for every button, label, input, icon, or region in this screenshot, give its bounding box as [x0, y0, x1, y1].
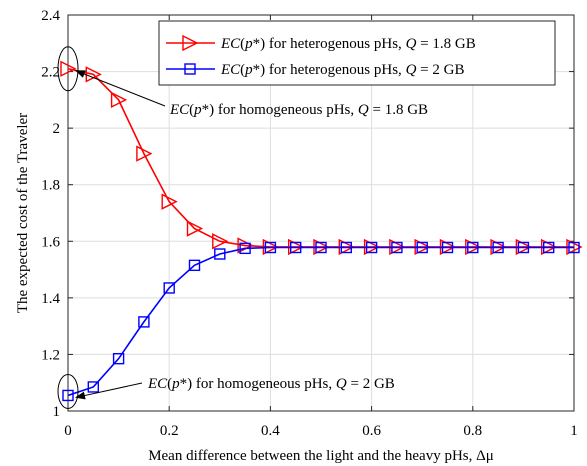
data-point [340, 241, 352, 254]
x-tick-label: 0.4 [261, 423, 280, 439]
x-tick-label: 0 [64, 423, 72, 439]
data-point [212, 233, 229, 250]
data-point [163, 282, 175, 294]
y-tick-label: 2.4 [41, 8, 60, 24]
data-point [365, 241, 378, 254]
data-point [416, 241, 428, 254]
annotation-label: EC(p*) for homogeneous pHs, Q = 1.8 GB [169, 102, 428, 118]
legend-box [158, 20, 556, 86]
y-tick-label: 1 [53, 404, 61, 420]
data-point [188, 259, 201, 272]
y-tick-label: 2 [53, 121, 61, 137]
data-point [161, 193, 178, 210]
x-tick-label: 0.8 [463, 423, 482, 439]
data-point [214, 248, 226, 260]
x-tick-label: 0.6 [362, 423, 381, 439]
x-tick-label: 0.2 [160, 423, 179, 439]
legend-label: EC(p*) for heterogenous pHs, Q = 2 GB [220, 62, 464, 78]
series-line [67, 246, 574, 397]
highlight-ellipse [57, 373, 79, 409]
series-2 [62, 241, 580, 402]
annotation-label: EC(p*) for homogeneous pHs, Q = 2 GB [147, 376, 395, 392]
x-axis-title: Mean difference between the light and th… [148, 448, 494, 464]
data-point [290, 241, 302, 254]
data-point [60, 60, 77, 77]
axes: 0 0.2 0.4 0.6 0.8 1 1 1.2 1.4 1.6 1.8 2 2.2 2.4 [41, 8, 578, 439]
x-tick-label: 1 [570, 423, 578, 439]
annotation-arrow [75, 382, 143, 400]
data-point [315, 241, 327, 254]
data-point [239, 242, 251, 255]
annotations: EC(p*) for homogeneous pHs, Q = 1.8 GB EC… [57, 46, 428, 409]
data-point [467, 241, 479, 254]
y-tick-label: 2.2 [41, 65, 60, 81]
data-point [112, 352, 125, 365]
y-tick-label: 1.4 [41, 291, 60, 307]
data-point [391, 241, 403, 254]
series-layer [60, 60, 583, 402]
y-tick-label: 1.2 [41, 347, 60, 363]
data-point [568, 241, 580, 254]
y-tick-label: 1.8 [41, 178, 60, 194]
y-axis-title: The expected cost of the Traveler [15, 113, 31, 313]
data-point [543, 241, 555, 254]
data-point [138, 316, 150, 328]
data-point [136, 145, 153, 162]
plot-frame [67, 14, 575, 412]
data-point [492, 241, 504, 254]
legend: EC(p*) for heterogenous pHs, Q = 1.8 GB E… [158, 20, 556, 86]
data-point [110, 91, 128, 108]
legend-marker [182, 34, 199, 52]
legend-label: EC(p*) for heterogenous pHs, Q = 1.8 GB [220, 36, 476, 52]
highlight-ellipse [57, 46, 79, 92]
legend-item-2: EC(p*) for heterogenous pHs, Q = 2 GB [166, 62, 464, 78]
data-point [517, 241, 530, 254]
data-point [441, 241, 454, 254]
annotation-arrow [75, 70, 166, 107]
data-point [264, 241, 277, 254]
data-point [186, 220, 204, 237]
y-tick-label: 1.6 [41, 234, 60, 250]
data-point [62, 389, 74, 402]
data-point [87, 381, 100, 393]
legend-item-1: EC(p*) for heterogenous pHs, Q = 1.8 GB [166, 34, 476, 52]
legend-marker [184, 63, 196, 75]
